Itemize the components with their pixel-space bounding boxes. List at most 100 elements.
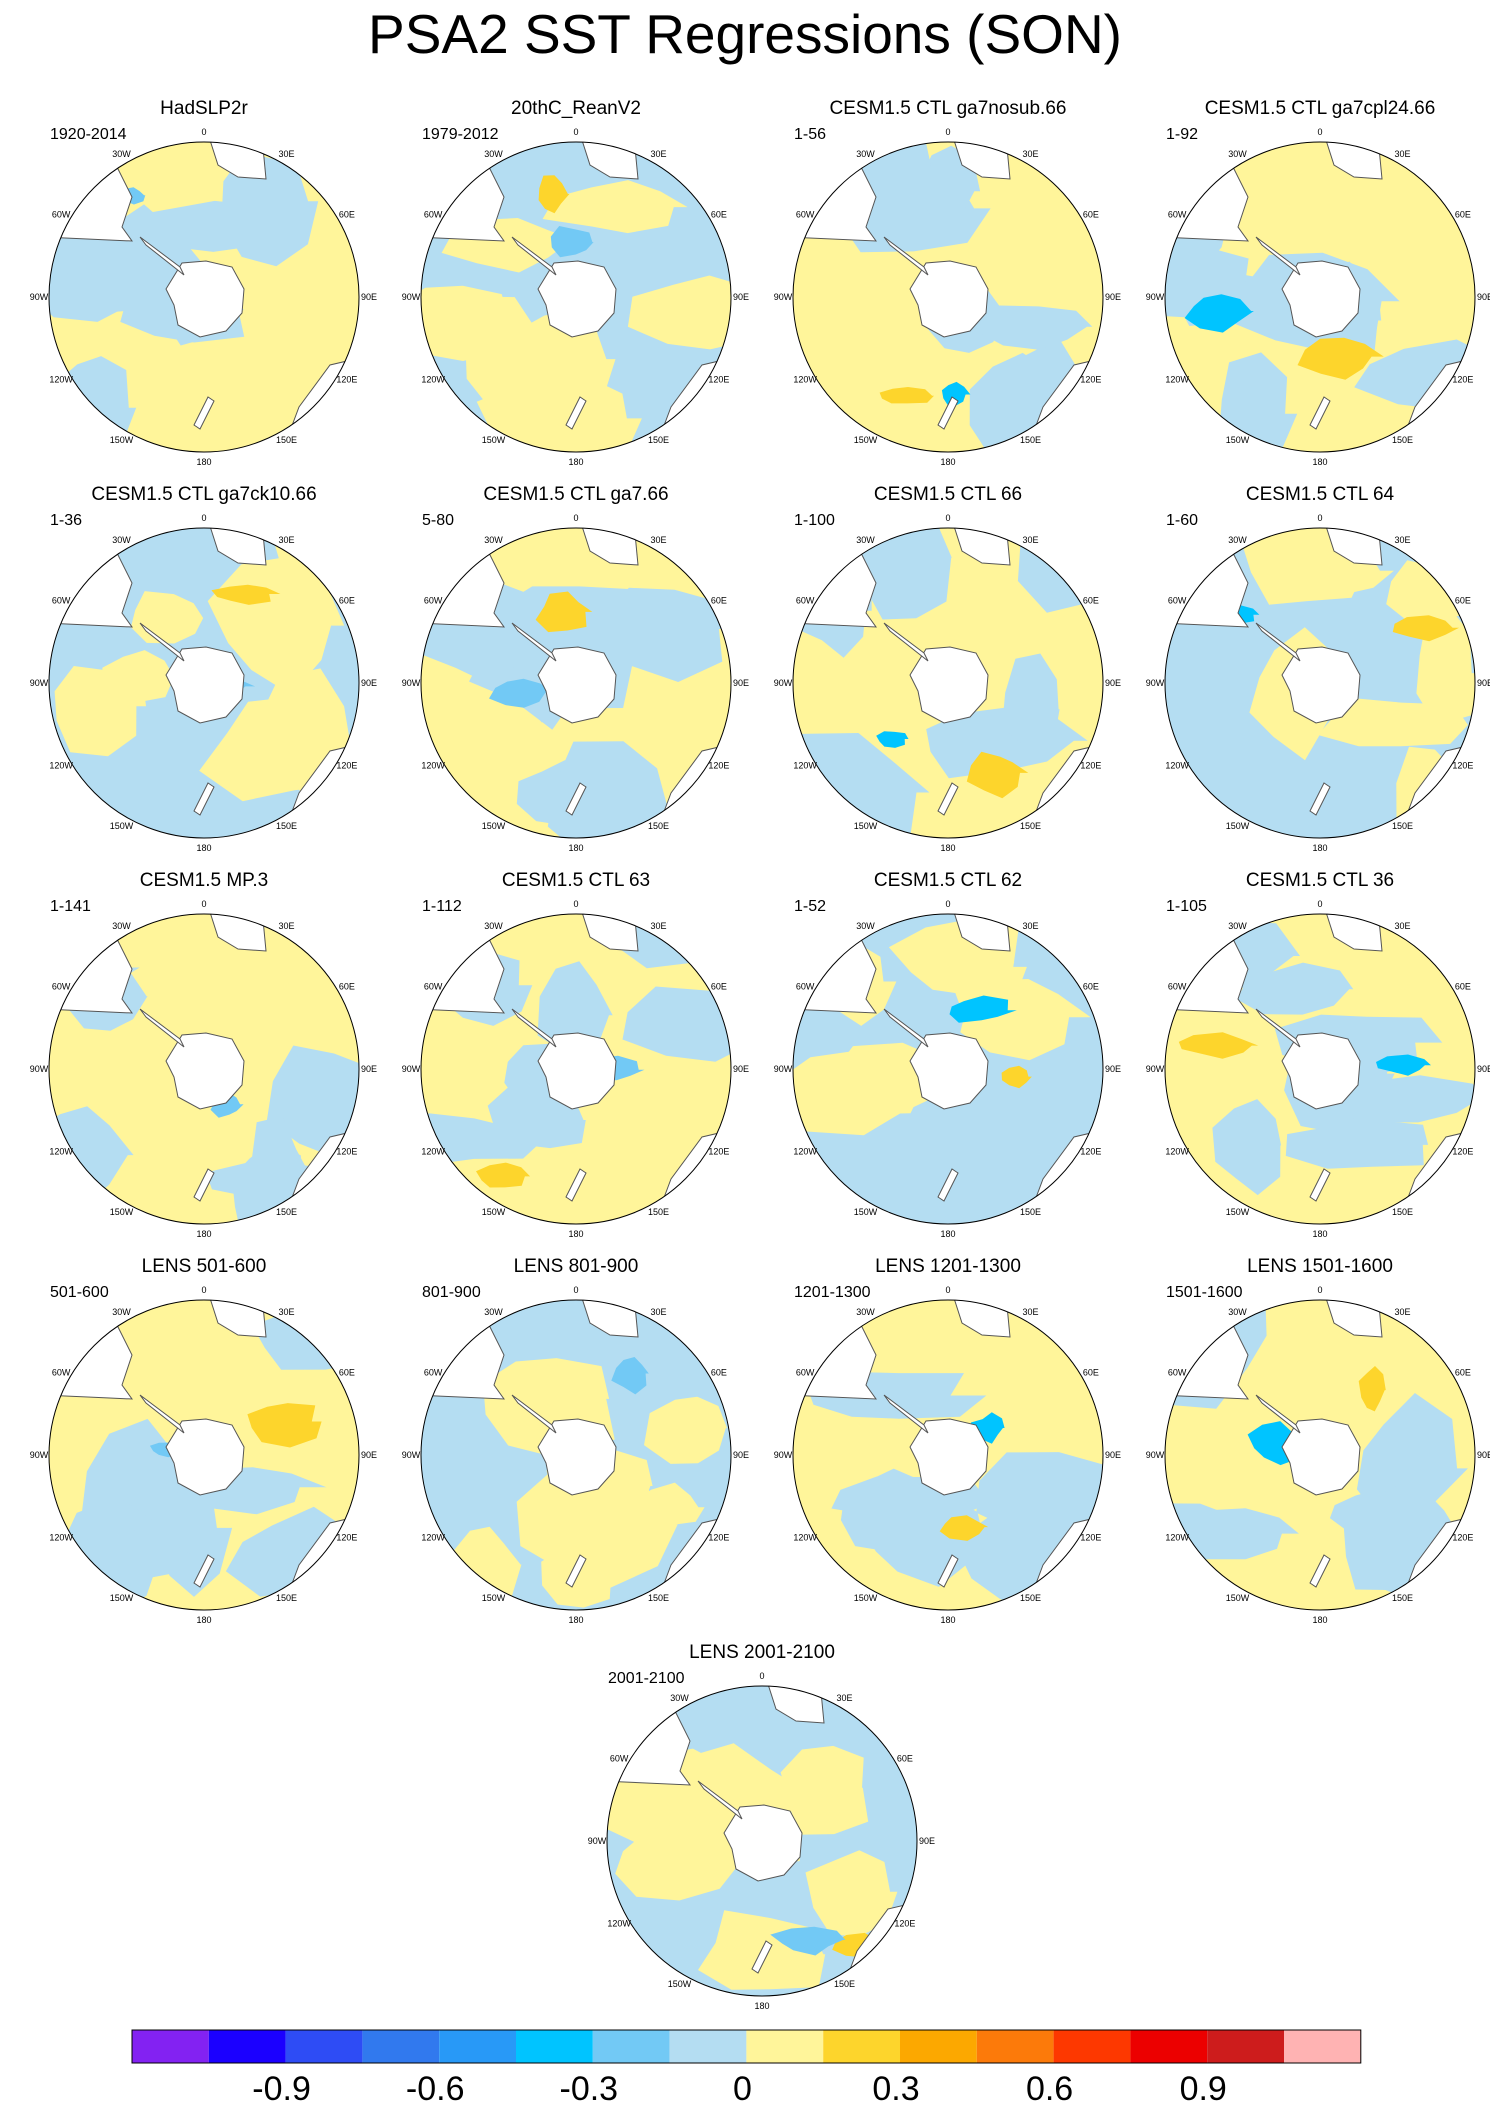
panel-period: 801-900	[422, 1284, 481, 1301]
map-border	[792, 1299, 1104, 1611]
longitude-label: 30E	[278, 535, 294, 545]
map-border	[792, 913, 1104, 1225]
longitude-label: 120W	[421, 375, 445, 385]
longitude-label: 180	[1312, 1615, 1327, 1625]
longitude-label: 30E	[650, 1307, 666, 1317]
longitude-label: 150W	[854, 821, 878, 831]
longitude-label: 180	[196, 457, 211, 467]
longitude-label: 30W	[112, 1307, 131, 1317]
longitude-label: 180	[1312, 457, 1327, 467]
longitude-label: 90W	[774, 678, 793, 688]
longitude-label: 60E	[711, 982, 727, 992]
longitude-label: 150W	[1226, 435, 1250, 445]
longitude-label: 90W	[402, 292, 421, 302]
longitude-label: 180	[568, 457, 583, 467]
longitude-label: 30W	[112, 149, 131, 159]
longitude-label: 90W	[1146, 1064, 1165, 1074]
sst-anomaly-region	[796, 1069, 921, 1119]
longitude-label: 30W	[856, 535, 875, 545]
longitude-label: 90E	[1477, 292, 1490, 302]
antarctic-peninsula	[883, 622, 929, 662]
sst-anomaly-region	[1186, 1508, 1299, 1560]
map-panel: CESM1.5 CTL 64 1-60 0 30E 60E 90E 120E 150E 180 1…	[1134, 484, 1490, 869]
longitude-label: 0	[945, 899, 950, 909]
longitude-label: 120W	[607, 1919, 631, 1929]
sst-anomaly-region	[805, 1850, 898, 1937]
antarctica-landmass	[1281, 1418, 1361, 1496]
sst-anomaly-region	[622, 986, 731, 1062]
longitude-label: 90W	[774, 1064, 793, 1074]
longitude-label: 120W	[49, 1533, 73, 1543]
antarctica-landmass	[165, 260, 245, 338]
map-panel: LENS 2001-2100 2001-2100 0 30E 60E 90E 120E 150…	[576, 1642, 948, 2027]
polar-map: 0 30E 60E 90E 120E 150E 180 150W 120W 90W 60W 30W	[1146, 1285, 1490, 1625]
map-border	[1164, 1299, 1476, 1611]
colorbar-swatch	[208, 2030, 286, 2063]
sst-anomaly-region	[860, 528, 952, 620]
longitude-label: 150W	[110, 435, 134, 445]
longitude-label: 30E	[1022, 1307, 1038, 1317]
sst-anomaly-region	[542, 180, 688, 234]
sst-anomaly-region	[1002, 653, 1060, 761]
longitude-label: 0	[945, 127, 950, 137]
longitude-label: 150W	[854, 435, 878, 445]
polar-map: 0 30E 60E 90E 120E 150E 180 150W 120W 90W 60W 30W	[1146, 127, 1490, 467]
sst-strong-anomaly	[941, 381, 971, 406]
longitude-label: 90W	[30, 292, 49, 302]
longitude-label: 90W	[30, 1064, 49, 1074]
polar-map: 0 30E 60E 90E 120E 150E 180 150W 120W 90W 60W 30W	[30, 899, 377, 1239]
sst-strong-anomaly	[489, 678, 556, 708]
longitude-label: 60W	[52, 1368, 71, 1378]
colorbar-swatch	[439, 2030, 516, 2063]
longitude-label: 90W	[402, 678, 421, 688]
longitude-label: 150E	[276, 821, 297, 831]
antarctic-peninsula	[139, 1008, 185, 1048]
colorbar-tick-label: 0.9	[1180, 2070, 1227, 2108]
antarctic-peninsula	[511, 622, 557, 662]
longitude-label: 60E	[1083, 1368, 1099, 1378]
longitude-label: 120E	[708, 375, 729, 385]
longitude-label: 180	[196, 1229, 211, 1239]
map-panel: CESM1.5 CTL 63 1-112 0 30E 60E 90E 120E 150E 180…	[390, 870, 762, 1255]
longitude-label: 90E	[733, 292, 749, 302]
longitude-label: 60W	[424, 210, 443, 220]
longitude-label: 60W	[610, 1754, 629, 1764]
map-border	[420, 141, 732, 453]
longitude-label: 30E	[278, 1307, 294, 1317]
map-panel: CESM1.5 CTL ga7cpl24.66 1-92 0 30E 60E 90E 120…	[1134, 98, 1490, 483]
longitude-label: 120W	[1165, 761, 1189, 771]
map-panel: LENS 501-600 501-600 0 30E 60E 90E 120E 150E 180…	[18, 1256, 390, 1641]
map-border	[1164, 527, 1476, 839]
polar-map: 0 30E 60E 90E 120E 150E 180 150W 120W 90W 60W 30W	[30, 513, 377, 853]
sst-anomaly-region	[1017, 528, 1103, 613]
longitude-label: 150W	[482, 435, 506, 445]
longitude-label: 60E	[1455, 596, 1471, 606]
new-zealand-landmass	[937, 1168, 959, 1202]
longitude-label: 30W	[1228, 921, 1247, 931]
new-zealand-landmass	[1309, 396, 1331, 430]
antarctica-landmass	[909, 1418, 989, 1496]
map-panel: CESM1.5 CTL 62 1-52 0 30E 60E 90E 120E 150E 180 1…	[762, 870, 1134, 1255]
longitude-label: 90E	[361, 1450, 377, 1460]
longitude-label: 120E	[1452, 1533, 1473, 1543]
map-border	[48, 141, 360, 453]
south-america-landmass	[793, 164, 878, 242]
sst-anomaly-region	[1327, 1075, 1475, 1123]
antarctic-peninsula	[139, 622, 185, 662]
sst-anomaly-region	[102, 650, 176, 705]
longitude-label: 120W	[1165, 375, 1189, 385]
panel-title: CESM1.5 CTL ga7ck10.66	[91, 484, 317, 505]
longitude-label: 120W	[421, 1533, 445, 1543]
sst-anomaly-region	[465, 296, 555, 429]
colorbar-swatch	[1284, 2030, 1361, 2063]
panel-title: CESM1.5 CTL ga7nosub.66	[829, 98, 1067, 119]
longitude-label: 60W	[52, 210, 71, 220]
longitude-label: 150W	[854, 1593, 878, 1603]
new-zealand-landmass	[193, 1554, 215, 1588]
longitude-label: 120W	[49, 1147, 73, 1157]
longitude-label: 180	[196, 1615, 211, 1625]
sst-strong-anomaly	[538, 175, 570, 214]
longitude-label: 30E	[1394, 921, 1410, 931]
longitude-label: 60E	[1455, 1368, 1471, 1378]
longitude-label: 60E	[1455, 210, 1471, 220]
